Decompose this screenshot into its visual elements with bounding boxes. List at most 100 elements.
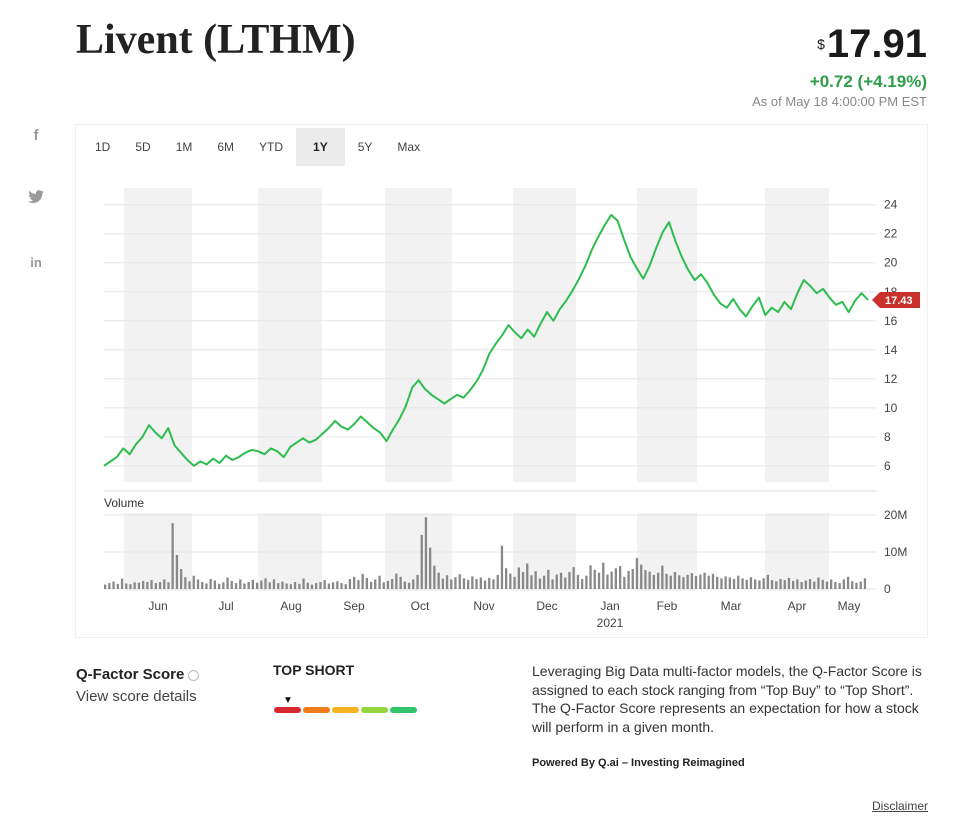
price-change: +0.72 (+4.19%): [809, 72, 927, 91]
volume-bar: [108, 583, 111, 589]
view-score-details-link[interactable]: View score details: [76, 688, 197, 705]
x-tick-label: Oct: [411, 599, 430, 613]
volume-bar: [272, 579, 276, 589]
volume-bar: [716, 576, 719, 589]
qfactor-scale-segment: [274, 707, 301, 713]
volume-bar: [669, 575, 672, 589]
volume-bar: [547, 569, 550, 589]
month-band: [124, 188, 192, 482]
volume-bar: [239, 579, 242, 589]
volume-bar: [285, 583, 288, 589]
range-tab-5y[interactable]: 5Y: [357, 140, 373, 154]
volume-bar: [859, 581, 862, 589]
range-tab-6m[interactable]: 6M: [217, 140, 235, 154]
volume-bar: [792, 580, 795, 589]
volume-bar: [382, 582, 385, 589]
volume-bar: [196, 579, 200, 589]
volume-bar: [728, 577, 731, 589]
volume-bar: [665, 573, 668, 589]
x-tick-label: Aug: [280, 599, 301, 613]
volume-bar: [467, 579, 470, 590]
volume-bar: [247, 582, 250, 589]
volume-bar: [821, 579, 824, 590]
volume-bar: [640, 564, 643, 589]
x-tick-label: Apr: [788, 599, 807, 613]
volume-bar: [652, 574, 655, 589]
volume-bar: [315, 583, 318, 589]
volume-bar: [365, 577, 368, 589]
qfactor-scale-segment: [303, 707, 330, 713]
volume-bar: [517, 567, 520, 589]
volume-bar: [462, 578, 466, 589]
volume-bar: [775, 581, 778, 589]
range-tab-max[interactable]: Max: [397, 140, 421, 154]
twitter-icon[interactable]: [27, 190, 45, 208]
qfactor-scale: [274, 707, 419, 713]
volume-bar: [412, 579, 415, 589]
volume-bar: [323, 580, 326, 589]
volume-bar: [137, 582, 141, 589]
month-band: [765, 188, 829, 482]
volume-bar: [154, 583, 157, 589]
x-tick-label: Feb: [657, 599, 678, 613]
volume-bar: [378, 575, 381, 589]
volume-bar: [226, 577, 229, 589]
volume-bar: [732, 579, 736, 589]
volume-bar: [234, 583, 238, 589]
volume-bar: [471, 576, 474, 589]
volume-bar: [188, 581, 191, 589]
y-tick-label: 8: [884, 430, 891, 444]
volume-bar: [513, 576, 516, 589]
volume-bar: [851, 581, 854, 589]
volume-bar: [804, 580, 807, 589]
volume-bar: [230, 580, 233, 589]
volume-bar: [310, 584, 314, 589]
volume-bar: [146, 582, 149, 589]
volume-bar: [264, 578, 267, 589]
volume-bar: [741, 578, 744, 589]
last-price-label: 17.43: [885, 295, 913, 307]
volume-bar: [458, 574, 461, 589]
x-tick-label: Mar: [721, 599, 742, 613]
volume-bar: [479, 577, 482, 589]
volume-bar: [369, 582, 373, 589]
volume-bar: [391, 579, 394, 589]
volume-bar: [104, 584, 107, 589]
volume-bar: [623, 576, 626, 589]
x-tick-label: Jan: [600, 599, 619, 613]
volume-bar: [766, 574, 769, 589]
volume-bar: [348, 579, 352, 589]
volume-bar: [682, 577, 685, 589]
volume-bar: [830, 579, 833, 589]
volume-bar: [192, 575, 195, 589]
volume-bar: [762, 578, 765, 589]
facebook-icon[interactable]: f: [33, 127, 39, 144]
page-title: Livent (LTHM): [76, 17, 356, 63]
volume-bar: [475, 579, 478, 589]
volume-bar: [614, 568, 617, 589]
range-tab-ytd[interactable]: YTD: [259, 140, 284, 154]
volume-bar: [644, 570, 647, 589]
volume-bar: [551, 579, 554, 589]
volume-bar: [437, 572, 440, 589]
volume-bar: [602, 562, 605, 589]
as-of-timestamp: As of May 18 4:00:00 PM EST: [752, 94, 927, 109]
volume-bar: [631, 569, 634, 589]
volume-bar: [277, 583, 280, 589]
range-tab-1m[interactable]: 1M: [175, 140, 193, 154]
month-band: [637, 188, 697, 482]
linkedin-icon[interactable]: in: [30, 255, 42, 270]
info-icon[interactable]: [188, 669, 200, 681]
range-tab-1d[interactable]: 1D: [95, 140, 111, 154]
volume-bar: [521, 572, 525, 589]
y-tick-label: 24: [884, 198, 898, 212]
disclaimer-link[interactable]: Disclaimer: [871, 799, 928, 813]
volume-bar: [745, 579, 748, 590]
volume-bar: [167, 582, 170, 589]
volume-bar: [779, 579, 782, 589]
range-tab-5d[interactable]: 5D: [135, 140, 151, 154]
range-tab-1y[interactable]: 1Y: [296, 128, 345, 166]
x-tick-label: May: [838, 599, 861, 613]
volume-bar: [855, 582, 858, 589]
